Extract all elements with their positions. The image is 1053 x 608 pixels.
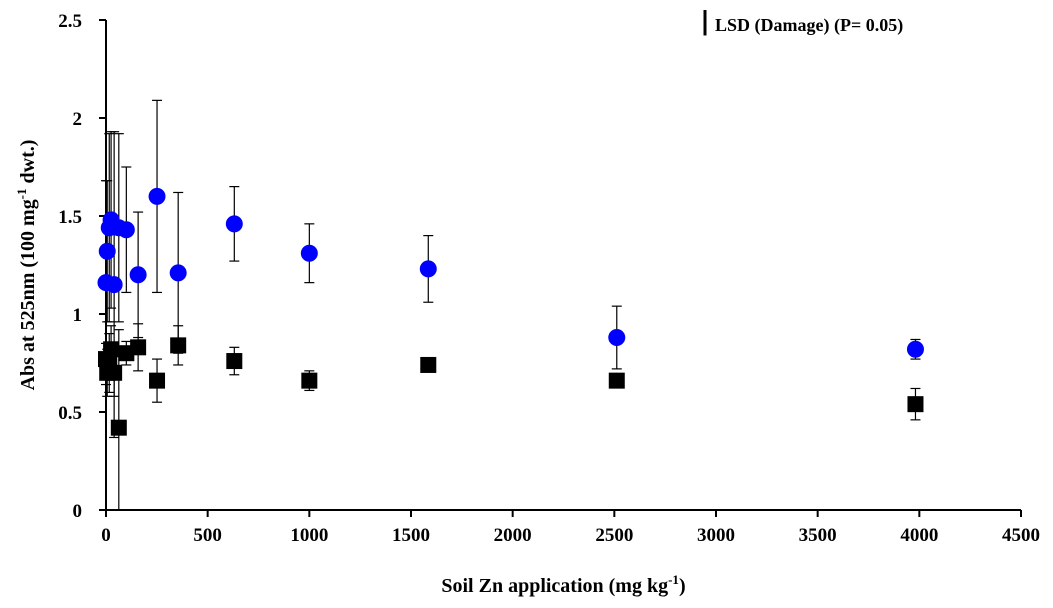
y-tick-label: 0.5 bbox=[58, 403, 82, 424]
square-point bbox=[170, 337, 187, 354]
y-tick-labels: 0 0.5 1 1.5 2 2.5 bbox=[58, 11, 82, 522]
circle-point bbox=[300, 244, 318, 262]
circle-point bbox=[169, 264, 187, 282]
square-point bbox=[301, 372, 318, 389]
x-axis-title-sup: -1 bbox=[668, 572, 679, 587]
x-tick-label: 500 bbox=[193, 525, 222, 546]
x-axis-title: Soil Zn application (mg kg-1) bbox=[441, 572, 685, 597]
circle-point bbox=[105, 276, 123, 294]
square-point bbox=[420, 356, 437, 373]
square-point bbox=[149, 372, 166, 389]
x-tick-label: 0 bbox=[101, 525, 111, 546]
square-point bbox=[110, 419, 127, 436]
lsd-legend: LSD (Damage) (P= 0.05) bbox=[703, 10, 903, 36]
x-tick-label: 1000 bbox=[290, 525, 328, 546]
y-tick-label: 2.5 bbox=[58, 11, 82, 32]
lsd-legend-text: LSD (Damage) (P= 0.05) bbox=[715, 15, 903, 36]
y-tick-label: 0 bbox=[73, 501, 83, 522]
x-tick-label: 4000 bbox=[900, 525, 938, 546]
square-point bbox=[106, 364, 123, 381]
y-axis-title-sup: -1 bbox=[14, 188, 29, 199]
x-tick-label: 3000 bbox=[697, 525, 735, 546]
x-tick-label: 2500 bbox=[595, 525, 633, 546]
circle-point bbox=[98, 242, 116, 260]
y-axis-title-main: Abs at 525nm (100 mg bbox=[17, 199, 39, 390]
circle-point bbox=[906, 340, 924, 358]
circle-point bbox=[148, 187, 166, 205]
x-axis-title-main: Soil Zn application (mg kg bbox=[441, 575, 668, 597]
x-tick-labels: 0 500 1000 1500 2000 2500 3000 3500 4000 4500 bbox=[101, 525, 1040, 546]
y-tick-label: 2 bbox=[73, 109, 83, 130]
y-tick-label: 1 bbox=[73, 305, 83, 326]
circle-point bbox=[117, 221, 135, 239]
axes bbox=[105, 20, 1021, 511]
square-point bbox=[608, 372, 625, 389]
circle-point bbox=[608, 329, 626, 347]
error-bars bbox=[101, 99, 921, 510]
x-tick-label: 4500 bbox=[1002, 525, 1040, 546]
square-point bbox=[226, 353, 243, 370]
square-point bbox=[130, 339, 147, 356]
x-axis-title-tail: ) bbox=[679, 575, 686, 597]
y-axis-title-tail: dwt.) bbox=[17, 140, 39, 189]
circle-point bbox=[129, 266, 147, 284]
square-point bbox=[103, 341, 120, 358]
x-tick-label: 2000 bbox=[494, 525, 532, 546]
circle-point bbox=[225, 215, 243, 233]
x-tick-label: 3500 bbox=[799, 525, 837, 546]
data-markers bbox=[97, 187, 924, 436]
y-tick-label: 1.5 bbox=[58, 207, 82, 228]
circle-point bbox=[419, 260, 437, 278]
square-point bbox=[907, 396, 924, 413]
x-tick-label: 1500 bbox=[392, 525, 430, 546]
y-axis-title: Abs at 525nm (100 mg-1 dwt.) bbox=[14, 140, 39, 391]
tick-marks bbox=[99, 19, 1022, 517]
